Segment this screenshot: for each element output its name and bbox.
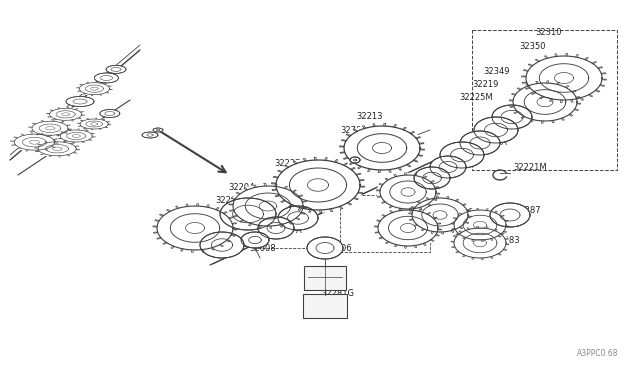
Ellipse shape [100,109,120,118]
Ellipse shape [440,142,484,168]
Ellipse shape [46,107,84,122]
Text: 32225M: 32225M [459,93,493,102]
Ellipse shape [66,96,94,106]
Text: 32350: 32350 [519,42,545,51]
Ellipse shape [474,117,518,143]
Ellipse shape [241,232,269,248]
Text: 32281: 32281 [318,311,344,320]
Ellipse shape [492,105,532,129]
Ellipse shape [76,81,113,96]
Text: 32213: 32213 [356,112,383,121]
Ellipse shape [142,132,158,138]
Text: 32608: 32608 [249,244,276,253]
Ellipse shape [430,156,466,178]
Ellipse shape [460,131,500,155]
Ellipse shape [414,167,450,189]
Text: 32224M: 32224M [226,240,260,249]
Ellipse shape [490,203,530,227]
Text: 32414PA: 32414PA [265,226,301,235]
Text: 322270A: 322270A [274,159,312,168]
Text: 32281G: 32281G [321,289,354,298]
Text: 32615M: 32615M [401,183,435,192]
Text: 32701BA: 32701BA [340,126,378,135]
Text: 32412: 32412 [283,212,309,221]
Text: 32604+F: 32604+F [407,222,445,231]
Ellipse shape [220,198,276,230]
Ellipse shape [77,118,111,130]
Ellipse shape [153,203,237,253]
Ellipse shape [94,73,118,83]
FancyBboxPatch shape [304,266,346,290]
Text: 32283: 32283 [493,236,520,245]
Ellipse shape [271,157,365,213]
Text: 32219: 32219 [472,80,499,89]
Text: 32287: 32287 [514,206,541,215]
Ellipse shape [229,184,307,228]
Ellipse shape [106,65,126,73]
Text: 32283: 32283 [493,220,520,229]
Ellipse shape [28,120,72,137]
Text: 32349: 32349 [483,67,509,76]
Ellipse shape [153,128,163,132]
Ellipse shape [350,157,360,163]
Ellipse shape [451,226,509,260]
Text: 32219+A: 32219+A [468,138,507,147]
Ellipse shape [408,196,471,234]
Ellipse shape [376,173,440,211]
Ellipse shape [278,206,318,230]
Text: 32220: 32220 [452,152,478,161]
Ellipse shape [10,132,58,152]
Ellipse shape [522,53,607,103]
FancyBboxPatch shape [303,294,347,318]
Text: 32204+A: 32204+A [228,183,267,192]
Text: A3PPC0.68: A3PPC0.68 [577,349,618,358]
Text: 32218M: 32218M [215,196,249,205]
Text: 32606: 32606 [325,244,351,253]
Text: 32221M: 32221M [513,163,547,172]
Ellipse shape [35,140,80,157]
Ellipse shape [339,124,424,173]
Ellipse shape [451,208,509,242]
Text: 32219: 32219 [165,224,191,233]
Ellipse shape [57,129,95,143]
Text: 32282: 32282 [447,208,474,217]
Ellipse shape [374,208,442,248]
Text: 32310: 32310 [535,28,561,37]
Ellipse shape [509,81,581,123]
Ellipse shape [200,232,244,258]
Ellipse shape [307,237,343,259]
Ellipse shape [258,217,294,239]
Text: 32604: 32604 [430,168,456,177]
